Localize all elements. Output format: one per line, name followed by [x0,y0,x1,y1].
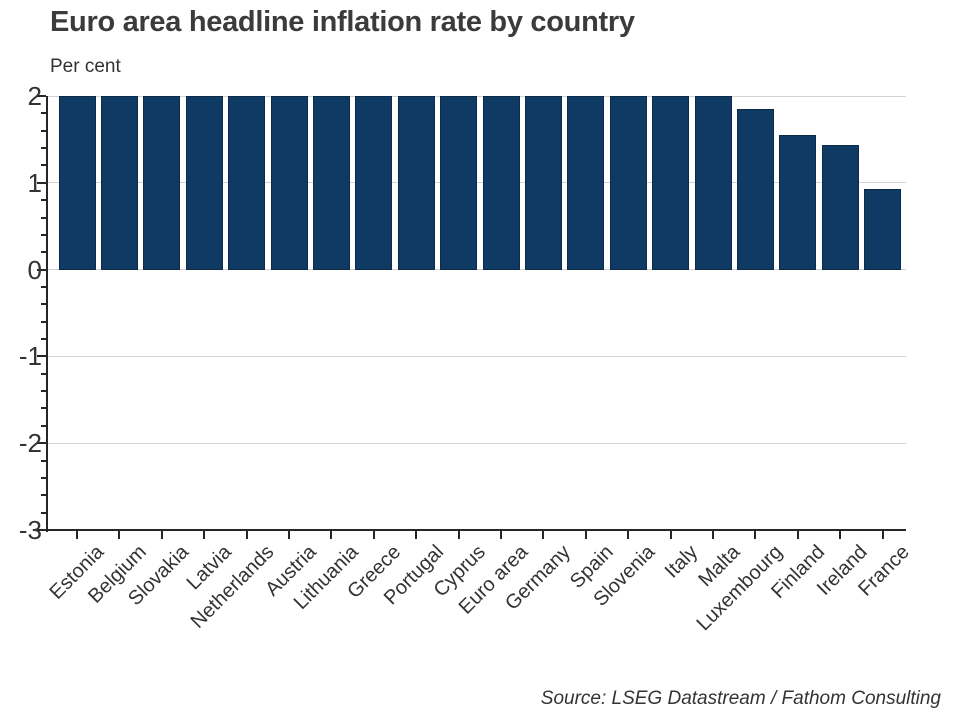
x-tick [542,531,545,539]
y-major-tick [37,442,46,445]
y-minor-tick [41,424,46,427]
y-minor-tick [41,285,46,288]
y-axis-label: 2 [27,81,42,111]
bar [821,144,859,270]
bar [100,96,138,270]
y-axis-label: -2 [18,428,42,459]
x-tick [500,531,502,539]
bar [143,96,181,270]
y-minor-tick [41,476,46,479]
x-tick [118,531,121,539]
y-major-tick [37,268,46,271]
y-minor-tick [41,216,46,219]
bar [567,96,605,270]
y-minor-tick [41,164,46,167]
bar [228,96,266,270]
y-axis-label: -1 [18,341,42,372]
y-axis-unit-label: Per cent [50,56,121,77]
y-minor-tick [41,459,46,462]
x-tick [881,531,884,539]
x-axis-line [46,529,906,531]
y-major-tick [37,529,46,531]
y-minor-tick [41,303,46,306]
y-minor-tick [41,390,46,393]
gridline [48,269,906,271]
bar [482,96,520,270]
x-tick [712,531,714,539]
x-tick [76,531,78,539]
x-tick [288,531,290,539]
y-axis-label: 1 [27,167,42,198]
y-minor-tick [41,147,46,150]
bar [609,96,647,270]
bar [864,188,902,270]
x-tick [796,531,799,539]
y-minor-tick [41,112,46,115]
y-minor-tick [41,372,46,375]
bar [185,96,223,270]
x-tick [203,531,206,539]
bar [440,96,478,270]
chart-title: Euro area headline inflation rate by cou… [50,6,635,38]
y-minor-tick [41,511,46,514]
gridline [48,355,906,357]
bar [397,96,435,270]
y-axis-label: -3 [18,515,42,545]
x-tick [245,531,248,539]
x-tick [584,531,587,539]
y-minor-tick [41,320,46,323]
bar [355,96,393,270]
gridline [48,442,906,444]
y-minor-tick [41,233,46,236]
bar [694,96,732,270]
x-tick [372,531,375,539]
y-minor-tick [41,199,46,202]
x-tick [669,531,672,539]
bar [652,96,690,270]
x-tick [839,531,842,539]
y-major-tick [37,95,46,97]
x-tick [160,531,163,539]
x-tick [754,531,757,539]
bar [524,96,562,270]
y-minor-tick [41,338,46,341]
bar [736,109,774,270]
y-major-tick [37,355,46,358]
bar [779,135,817,270]
y-minor-tick [41,129,46,132]
y-axis-line [46,96,48,532]
bar [312,96,350,270]
x-tick [627,531,630,539]
y-axis-label: 0 [27,254,42,285]
x-tick [415,531,418,539]
y-minor-tick [41,494,46,497]
x-tick [457,531,460,539]
x-tick [330,531,333,539]
bar [270,96,308,270]
bar [58,96,96,270]
y-minor-tick [41,251,46,254]
source-note: Source: LSEG Datastream / Fathom Consult… [540,688,941,709]
y-major-tick [37,181,46,184]
y-minor-tick [41,407,46,410]
